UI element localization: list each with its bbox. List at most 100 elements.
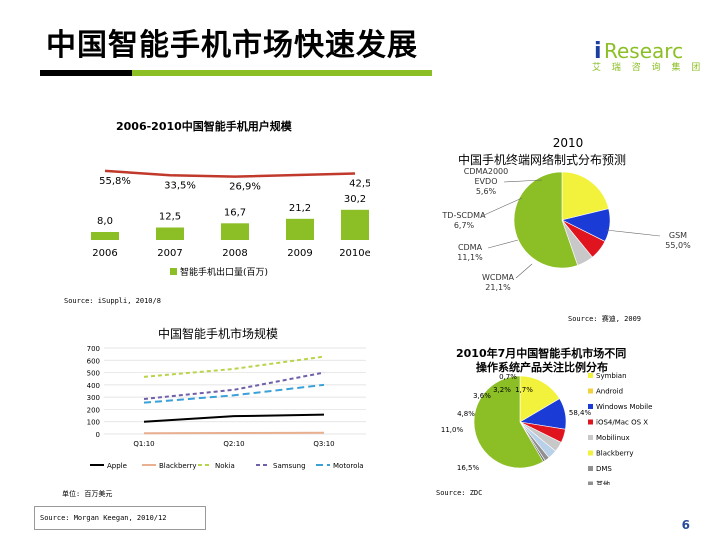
- chart2-source: Source: 赛迪, 2009: [568, 315, 642, 323]
- chart4-title-line2: 操作系统产品关注比例分布: [476, 361, 608, 374]
- os-legend-label-2: Windows Mobile: [596, 403, 652, 411]
- chart4-source: Source: ZDC: [436, 489, 483, 497]
- net-slice-4: [513, 171, 579, 269]
- bar-2010e: [341, 209, 369, 240]
- os-legend-label-5: Blackberry: [596, 450, 633, 458]
- series-motorola: [143, 383, 325, 404]
- os-value-7: 0,7%: [499, 373, 517, 381]
- os-legend-swatch-6: [588, 466, 593, 471]
- net-label-4-1: EVDO: [475, 177, 498, 186]
- y-tick-0: 0: [96, 431, 100, 439]
- x-tick-2007: 2007: [157, 248, 182, 259]
- series-apple: [143, 413, 325, 423]
- logo-subtitle: 艾 瑞 咨 询 集 团: [592, 63, 705, 73]
- net-label-3-0: TD-SCDMA: [441, 211, 486, 220]
- os-legend-swatch-0: [588, 373, 593, 378]
- os-legend-swatch-4: [588, 435, 593, 440]
- os-legend-label-6: DMS: [596, 465, 612, 473]
- net-leader-1: [515, 263, 533, 279]
- net-leader-2: [487, 239, 519, 249]
- os-legend-label-7: 其他: [596, 480, 610, 486]
- os-slice-7: [473, 375, 544, 469]
- penetration-label-2008: 26,9%: [229, 182, 261, 193]
- title-underline-accent: [132, 70, 432, 76]
- os-value-5: 3,2%: [493, 386, 511, 394]
- net-value-1: 21,1%: [485, 283, 511, 292]
- x-tick-Q1:10: Q1:10: [133, 440, 154, 448]
- os-value-0: 58,4%: [569, 409, 592, 417]
- os-slice-0: [519, 375, 561, 423]
- x-tick-Q3:10: Q3:10: [313, 440, 334, 448]
- chart3-unit: 单位: 百万美元: [62, 490, 113, 498]
- os-value-2: 11,0%: [441, 426, 464, 434]
- penetration-label-2007: 33,5%: [164, 180, 196, 191]
- bar-label-2006: 8,0: [97, 216, 113, 227]
- legend-label-motorola: Motorola: [333, 462, 364, 470]
- legend-label-nokia: Nokia: [215, 462, 235, 470]
- os-legend-label-1: Android: [596, 388, 623, 396]
- bar-2007: [156, 227, 184, 240]
- os-value-3: 4,8%: [457, 410, 475, 418]
- y-tick-600: 600: [87, 357, 100, 365]
- os-legend-swatch-7: [588, 481, 593, 485]
- bar-label-2007: 12,5: [159, 212, 181, 223]
- net-label-2-0: CDMA: [458, 243, 483, 252]
- y-tick-100: 100: [87, 419, 100, 427]
- bar-label-2010e: 30,2: [344, 194, 366, 205]
- chart3-source-box: [34, 506, 206, 530]
- os-value-1: 16,5%: [457, 464, 480, 472]
- net-value-2: 11,1%: [457, 253, 483, 262]
- legend-label-samsung: Samsung: [273, 462, 306, 470]
- chart3-line-chart: 0 100 200 300 400 500 600 700 Q1:10 Q2:10 Q3:10 App…: [87, 345, 366, 470]
- x-tick-2009: 2009: [287, 248, 312, 259]
- net-leader-4: [503, 179, 543, 183]
- y-tick-400: 400: [87, 382, 100, 390]
- y-tick-500: 500: [87, 370, 100, 378]
- x-tick-Q2:10: Q2:10: [223, 440, 244, 448]
- os-legend-label-3: iOS4/Mac OS X: [596, 419, 648, 427]
- iresearch-logo: i Research: [592, 38, 684, 64]
- bar-2008: [221, 223, 249, 240]
- os-legend-swatch-3: [588, 419, 593, 425]
- penetration-label-2010e: 42,5%: [349, 179, 370, 190]
- os-value-6: 1,7%: [515, 386, 533, 394]
- net-leader-0: [605, 229, 661, 237]
- page-number: 6: [681, 518, 690, 532]
- series-samsung: [143, 371, 325, 400]
- legend-label-blackberry: Blackberry: [159, 462, 196, 470]
- bar-2009: [286, 218, 314, 240]
- net-slice-0: [561, 171, 610, 221]
- x-tick-2010e: 2010e: [339, 248, 370, 259]
- os-legend-swatch-1: [588, 388, 593, 394]
- chart3-source: Source: Morgan Keegan, 2010/12: [40, 514, 167, 522]
- chart3-title: 中国智能手机市场规模: [158, 327, 279, 341]
- penetration-label-2006: 55,8%: [99, 176, 131, 187]
- bar-2006: [91, 232, 119, 240]
- chart1-source: Source: iSuppli, 2010/8: [64, 297, 161, 305]
- chart1-title: 2006-2010中国智能手机用户规模: [116, 120, 292, 133]
- legend-label: 智能手机出口量(百万): [180, 266, 268, 278]
- net-label-1-0: WCDMA: [482, 273, 515, 282]
- net-value-3: 6,7%: [454, 221, 475, 230]
- os-legend-swatch-5: [588, 450, 593, 456]
- os-value-4: 3,6%: [473, 392, 491, 400]
- y-tick-700: 700: [87, 345, 100, 353]
- os-legend-label-0: Symbian: [596, 372, 627, 380]
- chart4-title-line1: 2010年7月中国智能手机市场不同: [456, 347, 627, 360]
- x-tick-2008: 2008: [222, 248, 247, 259]
- net-value-0: 55,0%: [665, 241, 691, 250]
- bar-label-2009: 21,2: [289, 203, 311, 214]
- legend-swatch: [170, 268, 177, 275]
- legend-label-apple: Apple: [107, 462, 127, 470]
- bar-label-2008: 16,7: [224, 207, 246, 218]
- net-value-4: 5,6%: [476, 187, 497, 196]
- net-leader-3: [481, 197, 523, 217]
- net-label-4-0: CDMA2000: [464, 168, 508, 176]
- os-legend-label-4: Mobilinux: [596, 434, 630, 442]
- logo-i: i: [594, 39, 602, 64]
- series-nokia: [143, 355, 325, 378]
- logo-research: Research: [604, 39, 684, 63]
- chart2-title-line2: 中国手机终端网络制式分布预测: [458, 153, 627, 167]
- chart4-pie-chart: 58,4% 16,5% 11,0% 4,8% 3,6%3,2% 1,7% 0,7% Symbi…: [441, 372, 652, 486]
